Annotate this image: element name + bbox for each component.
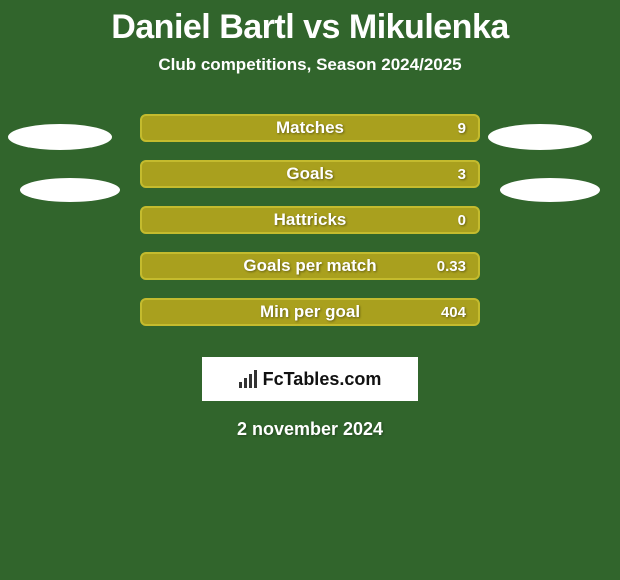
decorative-ellipse (20, 178, 120, 202)
stat-label: Matches (276, 118, 344, 138)
infographic-container: Daniel Bartl vs Mikulenka Club competiti… (0, 0, 620, 580)
stat-value-right: 404 (441, 304, 466, 321)
stat-label: Goals (286, 164, 333, 184)
decorative-ellipse (500, 178, 600, 202)
stat-row: Goals per match 0.33 (0, 243, 620, 289)
stat-bar: Hattricks 0 (140, 206, 480, 234)
stat-bar: Min per goal 404 (140, 298, 480, 326)
logo-text: FcTables.com (263, 369, 382, 390)
stat-label: Hattricks (274, 210, 347, 230)
stat-label: Goals per match (243, 256, 376, 276)
stat-value-right: 9 (458, 120, 466, 137)
date-text: 2 november 2024 (0, 419, 620, 440)
subtitle: Club competitions, Season 2024/2025 (0, 55, 620, 75)
stat-value-right: 0.33 (437, 258, 466, 275)
decorative-ellipse (488, 124, 592, 150)
stat-value-right: 3 (458, 166, 466, 183)
logo-box: FcTables.com (202, 357, 418, 401)
stat-bar: Goals 3 (140, 160, 480, 188)
stat-bar: Matches 9 (140, 114, 480, 142)
stat-row: Hattricks 0 (0, 197, 620, 243)
stat-row: Min per goal 404 (0, 289, 620, 335)
decorative-ellipse (8, 124, 112, 150)
page-title: Daniel Bartl vs Mikulenka (0, 0, 620, 47)
stat-value-right: 0 (458, 212, 466, 229)
bars-icon (239, 370, 257, 388)
stat-label: Min per goal (260, 302, 360, 322)
stat-bar: Goals per match 0.33 (140, 252, 480, 280)
